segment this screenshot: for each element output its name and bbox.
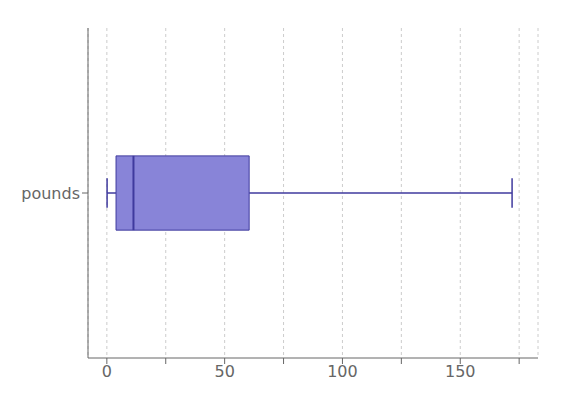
svg-text:50: 50 xyxy=(214,362,234,381)
svg-text:100: 100 xyxy=(327,362,358,381)
svg-text:pounds: pounds xyxy=(21,184,80,203)
svg-text:0: 0 xyxy=(102,362,112,381)
svg-text:150: 150 xyxy=(445,362,476,381)
